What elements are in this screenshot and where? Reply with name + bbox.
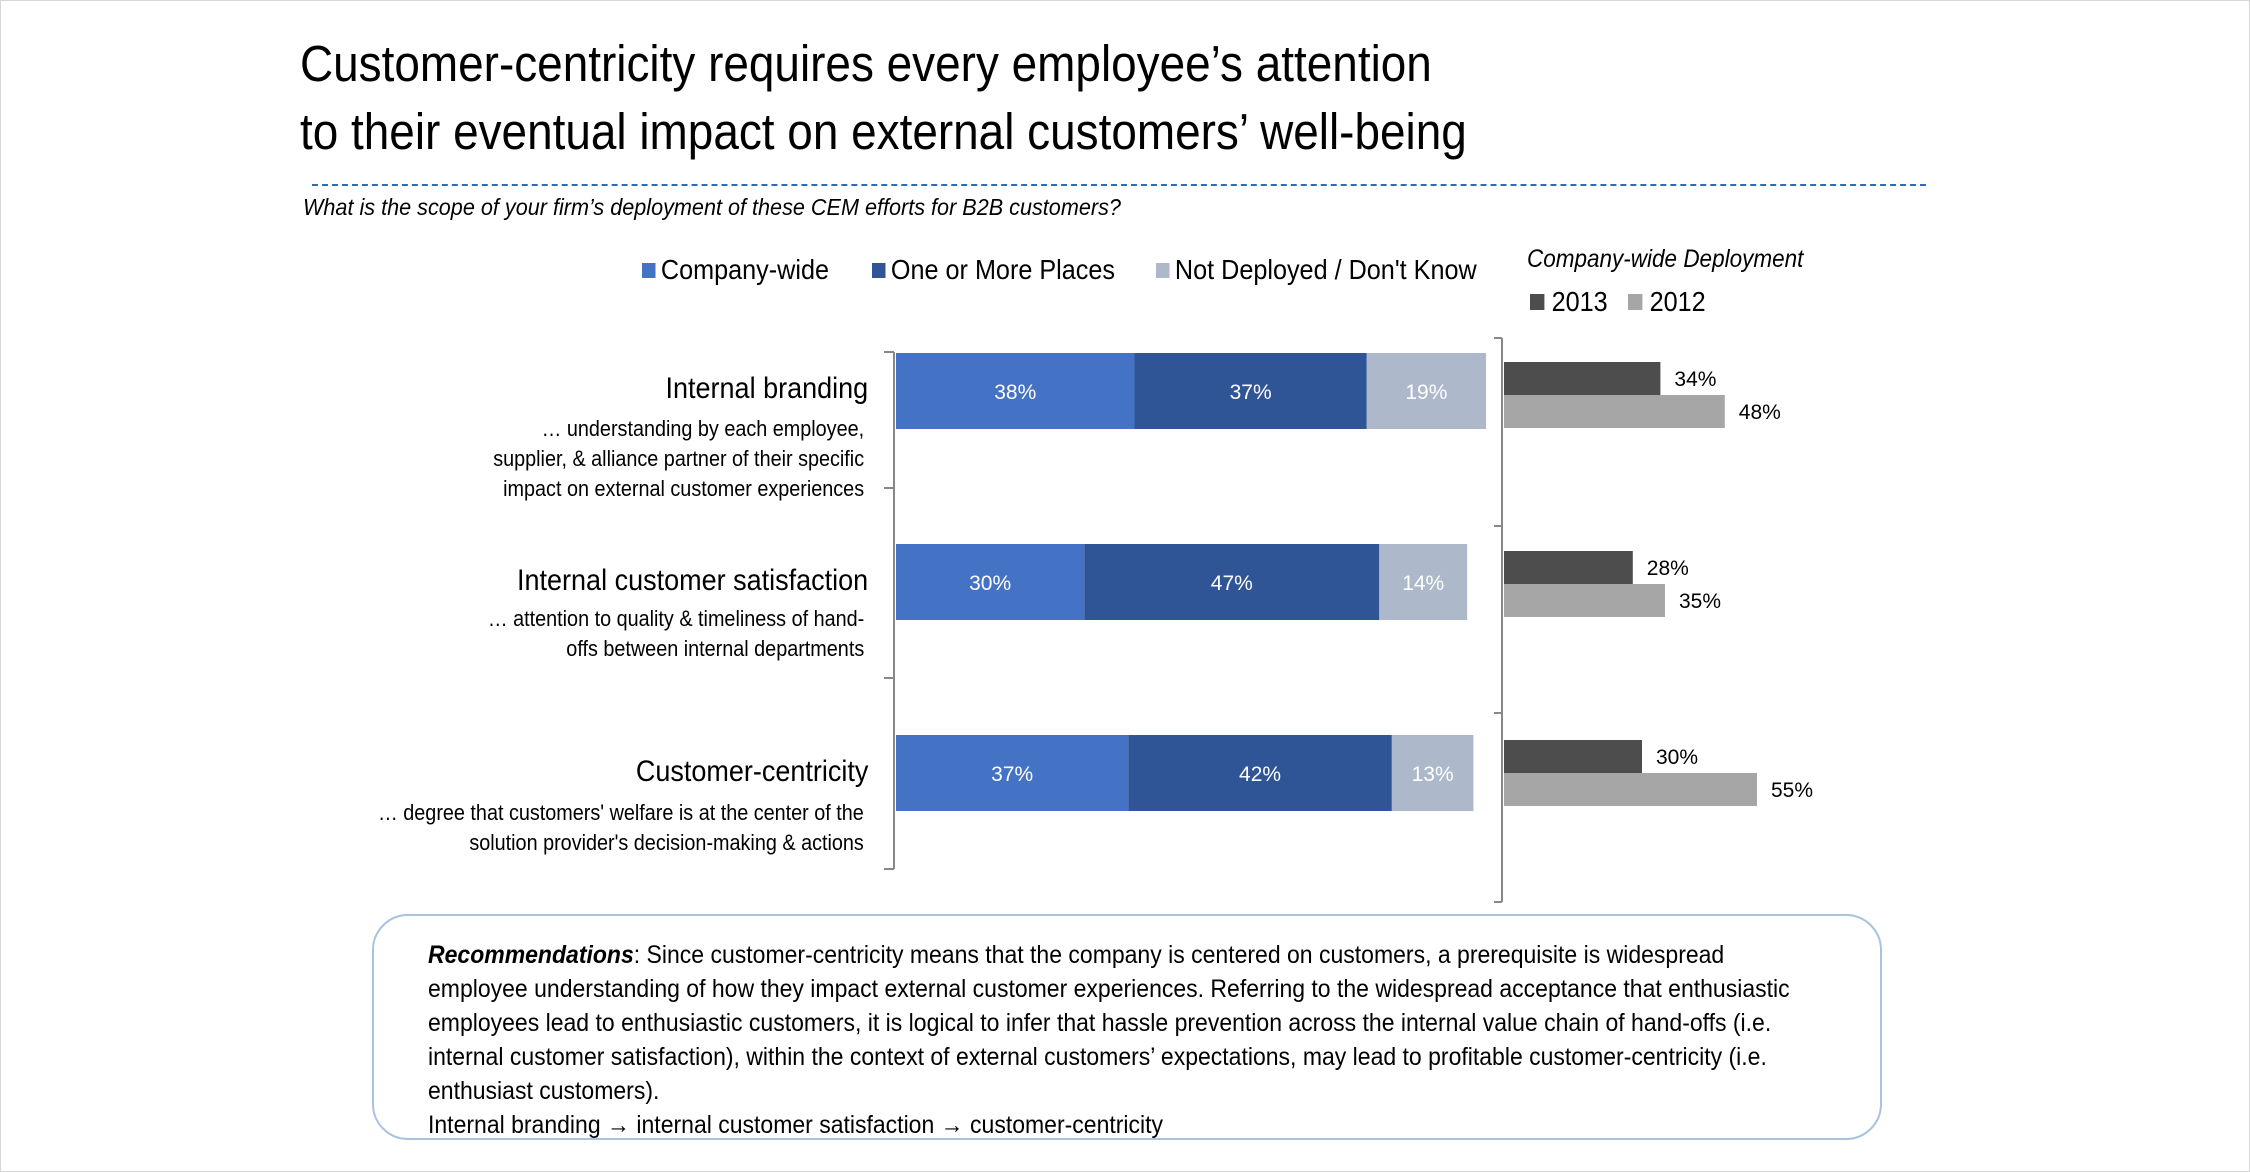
- data-label-one-or-more-places-internal-branding: 37%: [1230, 381, 1272, 404]
- legend-label: Not Deployed / Don't Know: [1174, 254, 1477, 285]
- title-divider: [312, 184, 1926, 186]
- desc-line: impact on external customer experiences: [503, 476, 864, 501]
- desc-line: … understanding by each employee,: [541, 416, 864, 441]
- data-label-company-wide-internal-branding: 38%: [994, 381, 1036, 404]
- legend-label: Company-wide: [660, 254, 829, 285]
- recommendations-flow: Internal branding → internal customer sa…: [428, 1111, 1164, 1139]
- bar-not-deployed-don-t-know-internal-branding: [1366, 353, 1486, 429]
- data-label-not-deployed-don-t-know-customer-centricity: 13%: [1412, 763, 1454, 786]
- bar-2012-internal-branding: [1504, 395, 1725, 428]
- data-label-2012-customer-centricity: 55%: [1771, 779, 1813, 802]
- data-label-not-deployed-don-t-know-internal-branding: 19%: [1405, 381, 1447, 404]
- bar-company-wide-internal-branding: [896, 353, 1135, 429]
- legend-swatch: [1156, 262, 1170, 278]
- legend-swatch: [872, 262, 886, 278]
- data-label-2012-internal-customer-satisfaction: 35%: [1679, 590, 1721, 613]
- data-label-one-or-more-places-customer-centricity: 42%: [1239, 763, 1281, 786]
- bar-one-or-more-places-internal-customer-satisfaction: [1084, 544, 1380, 620]
- category-desc-internal-customer-satisfaction: … attention to quality & timeliness of h…: [488, 604, 864, 664]
- legend-label: 2012: [1649, 286, 1706, 317]
- bar-2013-internal-customer-satisfaction: [1504, 551, 1633, 584]
- bar-company-wide-customer-centricity: [896, 735, 1129, 811]
- bar-one-or-more-places-internal-branding: [1134, 353, 1367, 429]
- category-title-internal-branding: Internal branding: [665, 372, 868, 405]
- data-label-2012-internal-branding: 48%: [1739, 401, 1781, 424]
- data-label-one-or-more-places-internal-customer-satisfaction: 47%: [1211, 572, 1253, 595]
- desc-line: solution provider's decision-making & ac…: [469, 830, 864, 855]
- survey-question: What is the scope of your firm’s deploym…: [303, 194, 1121, 220]
- category-desc-internal-branding: … understanding by each employee, suppli…: [493, 414, 864, 504]
- legend-2012: 2012: [1628, 286, 1706, 318]
- bar-2013-internal-branding: [1504, 362, 1661, 395]
- desc-line: … degree that customers' welfare is at t…: [378, 800, 864, 825]
- data-label-not-deployed-don-t-know-internal-customer-satisfaction: 14%: [1402, 572, 1444, 595]
- bar-2012-customer-centricity: [1504, 773, 1757, 806]
- desc-line: offs between internal departments: [566, 636, 864, 661]
- bar-not-deployed-don-t-know-internal-customer-satisfaction: [1379, 544, 1468, 620]
- legend-swatch: [642, 262, 656, 278]
- title-line-1: Customer-centricity requires every emplo…: [300, 35, 1432, 92]
- legend-swatch: [1628, 294, 1643, 310]
- legend-2013: 2013: [1530, 286, 1608, 318]
- data-label-company-wide-customer-centricity: 37%: [991, 763, 1033, 786]
- bar-company-wide-internal-customer-satisfaction: [896, 544, 1085, 620]
- desc-line: supplier, & alliance partner of their sp…: [493, 446, 864, 471]
- desc-line: … attention to quality & timeliness of h…: [487, 606, 864, 631]
- bar-2012-internal-customer-satisfaction: [1504, 584, 1665, 617]
- bar-not-deployed-don-t-know-customer-centricity: [1391, 735, 1474, 811]
- category-title-internal-customer-satisfaction: Internal customer satisfaction: [516, 564, 868, 597]
- data-label-2013-customer-centricity: 30%: [1656, 746, 1698, 769]
- legend-one-or-more-places: One or More Places: [872, 254, 1115, 286]
- legend-not-deployed: Not Deployed / Don't Know: [1156, 254, 1477, 286]
- recommendations-label: Recommendations: [428, 941, 634, 969]
- bar-2013-customer-centricity: [1504, 740, 1642, 773]
- data-label-2013-internal-branding: 34%: [1674, 368, 1716, 391]
- recommendations-body: : Since customer-centricity means that t…: [428, 941, 1790, 1105]
- legend-swatch: [1530, 294, 1545, 310]
- right-chart-title: Company-wide Deployment: [1527, 245, 1804, 273]
- legend-label: 2013: [1551, 286, 1608, 317]
- data-label-company-wide-internal-customer-satisfaction: 30%: [969, 572, 1011, 595]
- recommendations-text: Recommendations: Since customer-centrici…: [428, 938, 1790, 1142]
- title-line-2: to their eventual impact on external cus…: [300, 103, 1467, 160]
- bar-one-or-more-places-customer-centricity: [1128, 735, 1392, 811]
- data-label-2013-internal-customer-satisfaction: 28%: [1647, 557, 1689, 580]
- recommendations-box: [372, 914, 1882, 1140]
- category-desc-customer-centricity: … degree that customers' welfare is at t…: [378, 798, 864, 858]
- legend-label: One or More Places: [890, 254, 1115, 285]
- slide-title: Customer-centricity requires every emplo…: [300, 30, 1830, 166]
- legend-company-wide: Company-wide: [642, 254, 829, 286]
- category-title-customer-centricity: Customer-centricity: [635, 755, 868, 788]
